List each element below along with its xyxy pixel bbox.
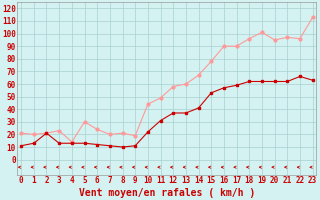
X-axis label: Vent moyen/en rafales ( km/h ): Vent moyen/en rafales ( km/h ): [79, 188, 255, 198]
